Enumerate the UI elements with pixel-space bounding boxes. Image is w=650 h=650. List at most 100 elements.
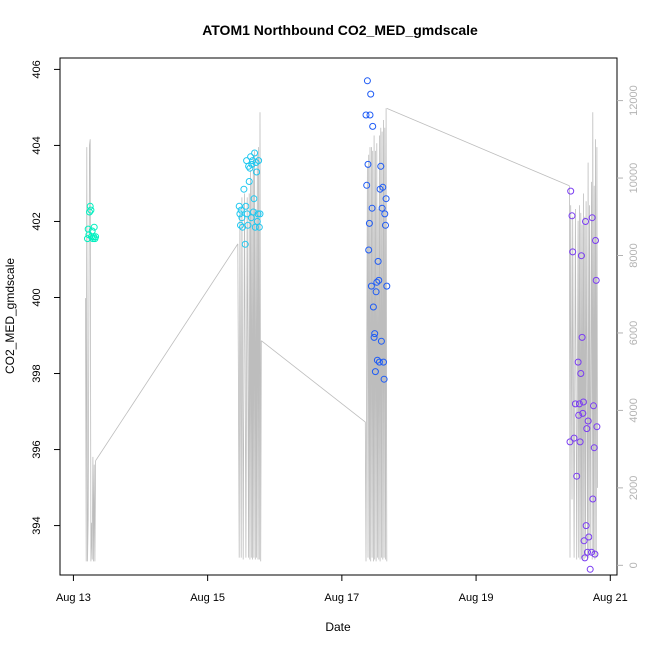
co2-point-flight3 (377, 162, 385, 170)
co2-point-flight2 (255, 223, 263, 231)
co2-point-flight4 (580, 537, 588, 545)
altitude-connector-2 (261, 340, 366, 423)
co2-point-flight3 (369, 122, 377, 130)
co2-point-flight4 (571, 400, 579, 408)
co2-point-flight3 (371, 330, 379, 338)
co2-point-flight3 (373, 356, 381, 364)
co2-point-flight3 (369, 303, 377, 311)
altitude-segment-1 (85, 139, 96, 562)
co2-point-flight3 (365, 246, 373, 254)
co2-point-flight1 (84, 235, 91, 243)
x-tick-label: Aug 13 (56, 592, 91, 604)
y2-tick-label: 8000 (628, 243, 640, 267)
co2-point-flight4 (585, 533, 593, 541)
co2-point-flight3 (377, 337, 385, 345)
y-tick-label: 402 (31, 212, 43, 230)
y-tick-label: 406 (31, 60, 43, 78)
co2-point-flight4 (567, 187, 575, 195)
y2-tick-label: 0 (628, 562, 640, 568)
co2-point-flight3 (381, 210, 389, 218)
co2-point-flight4 (590, 402, 597, 410)
altitude-segment-2 (237, 112, 262, 562)
co2-point-flight2 (254, 210, 262, 218)
altitude-segment-4 (569, 112, 598, 560)
co2-point-flight2 (253, 168, 261, 176)
co2-point-flight4 (579, 409, 587, 417)
co2-point-flight4 (569, 248, 577, 256)
altitude-connector-1 (95, 243, 239, 461)
co2-point-flight2 (236, 210, 244, 218)
co2-point-flight2 (249, 208, 257, 216)
y-tick-label: 400 (31, 288, 43, 306)
co2-point-flight4 (570, 434, 578, 442)
co2-point-flight4 (575, 400, 583, 408)
co2-point-flight3 (368, 204, 376, 212)
co2-point-flight3 (378, 204, 386, 212)
co2-point-flight3 (366, 111, 374, 119)
co2-point-flight4 (590, 444, 598, 452)
y-tick-label: 404 (31, 136, 43, 154)
co2-point-flight3 (375, 358, 383, 366)
co2-point-flight2 (243, 210, 251, 218)
altitude-segment-3 (364, 108, 388, 562)
co2-point-flight2 (250, 195, 258, 203)
x-tick-label: Aug 15 (190, 592, 225, 604)
co2-point-flight4 (588, 214, 596, 222)
co2-point-flight3 (367, 90, 375, 98)
altitude-connector-3 (386, 107, 570, 187)
chart-title: ATOM1 Northbound CO2_MED_gmdscale (202, 22, 478, 38)
y-tick-label: 398 (31, 364, 43, 382)
y-tick-label: 396 (31, 440, 43, 458)
co2-point-flight4 (592, 237, 599, 244)
co2-point-flight4 (575, 411, 583, 419)
co2-point-flight3 (363, 181, 371, 189)
co2-point-flight3 (373, 278, 381, 286)
y-axis-left: 394 396 398 400 402 404 406 (31, 60, 60, 535)
co2-point-flight3 (375, 276, 383, 284)
co2-point-flight3 (370, 333, 378, 341)
x-tick-label: Aug 21 (593, 592, 628, 604)
co2-point-flight4 (588, 548, 595, 556)
y2-tick-label: 4000 (628, 398, 640, 422)
co2-point-flight2 (244, 221, 252, 229)
co2-point-flight3 (363, 77, 371, 85)
co2-point-flight2 (238, 214, 246, 222)
co2-point-flight4 (582, 218, 589, 225)
altitude-trace (85, 107, 598, 562)
co2-points (84, 77, 601, 573)
x-tick-label: Aug 19 (459, 592, 494, 604)
co2-point-flight4 (592, 276, 600, 284)
co2-point-flight4 (583, 425, 591, 433)
co2-point-flight2 (248, 160, 256, 168)
co2-point-flight3 (372, 288, 380, 296)
co2-point-flight3 (374, 257, 382, 265)
co2-point-flight3 (364, 160, 372, 168)
co2-point-flight4 (578, 333, 586, 341)
co2-point-flight4 (581, 554, 589, 562)
x-axis-label: Date (325, 620, 351, 634)
co2-point-flight2 (240, 185, 248, 193)
y2-tick-label: 10000 (628, 163, 640, 194)
co2-point-flight3 (367, 282, 375, 290)
co2-point-flight2 (246, 164, 254, 172)
y-tick-label: 394 (31, 516, 43, 534)
co2-point-flight4 (579, 398, 587, 406)
co2-point-flight4 (573, 472, 581, 480)
co2-point-flight2 (241, 240, 249, 248)
co2-point-flight1 (90, 223, 98, 231)
y-axis-label: CO2_MED_gmdscale (3, 258, 17, 374)
co2-point-flight3 (382, 195, 390, 203)
co2-point-flight4 (593, 423, 601, 431)
co2-point-flight4 (566, 438, 574, 446)
x-tick-label: Aug 17 (324, 592, 359, 604)
co2-point-flight4 (577, 370, 585, 377)
co2-point-flight4 (574, 358, 582, 366)
co2-point-flight2 (237, 221, 244, 229)
co2-point-flight4 (591, 550, 599, 558)
y-axis-right: 0 2000 4000 6000 8000 10000 12000 (617, 85, 640, 568)
co2-point-flight1 (87, 206, 95, 214)
co2-point-flight2 (255, 157, 263, 165)
co2-point-flight4 (584, 548, 591, 556)
co2-point-flight2 (242, 202, 250, 210)
